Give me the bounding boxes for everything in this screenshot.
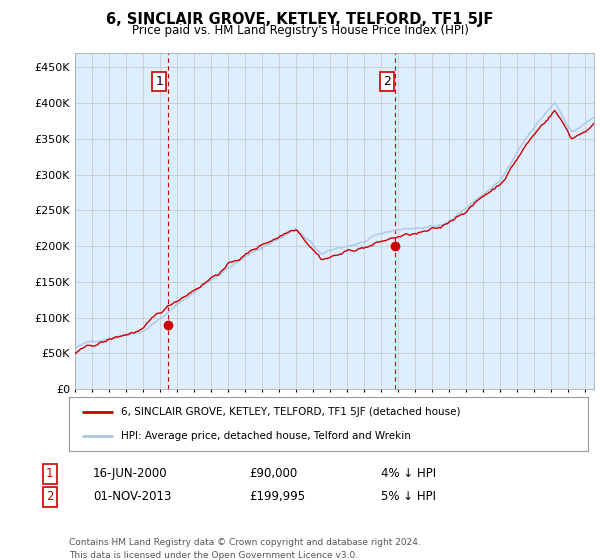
Text: 1: 1 (46, 467, 53, 480)
Text: Contains HM Land Registry data © Crown copyright and database right 2024.
This d: Contains HM Land Registry data © Crown c… (69, 538, 421, 560)
Text: 6, SINCLAIR GROVE, KETLEY, TELFORD, TF1 5JF (detached house): 6, SINCLAIR GROVE, KETLEY, TELFORD, TF1 … (121, 407, 460, 417)
Text: 16-JUN-2000: 16-JUN-2000 (93, 467, 167, 480)
Text: HPI: Average price, detached house, Telford and Wrekin: HPI: Average price, detached house, Telf… (121, 431, 411, 441)
Text: 2: 2 (46, 490, 53, 503)
Text: 5% ↓ HPI: 5% ↓ HPI (381, 490, 436, 503)
Text: 6, SINCLAIR GROVE, KETLEY, TELFORD, TF1 5JF: 6, SINCLAIR GROVE, KETLEY, TELFORD, TF1 … (106, 12, 494, 27)
Text: £90,000: £90,000 (249, 467, 297, 480)
Text: 1: 1 (155, 75, 163, 88)
Text: 01-NOV-2013: 01-NOV-2013 (93, 490, 172, 503)
Text: 2: 2 (383, 75, 391, 88)
Text: 4% ↓ HPI: 4% ↓ HPI (381, 467, 436, 480)
Text: Price paid vs. HM Land Registry's House Price Index (HPI): Price paid vs. HM Land Registry's House … (131, 24, 469, 37)
Text: £199,995: £199,995 (249, 490, 305, 503)
